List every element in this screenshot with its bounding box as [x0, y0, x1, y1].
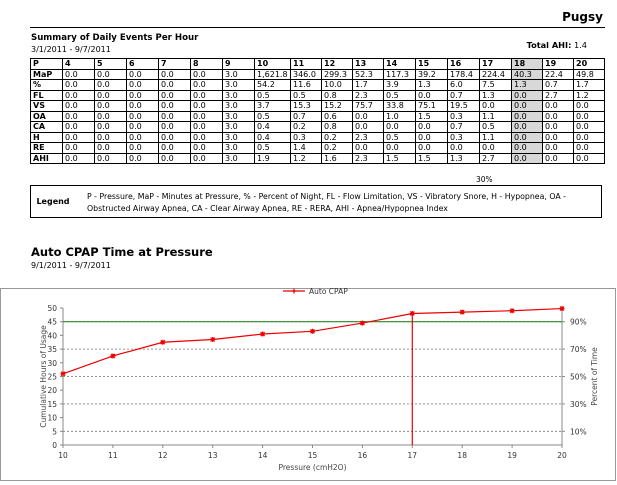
table-cell: 0.0: [573, 131, 605, 143]
x-tick-label: 13: [208, 451, 218, 460]
chart-dates: 9/1/2011 - 9/7/2011: [31, 261, 111, 270]
legend-text: P - Pressure, MaP - Minutes at Pressure,…: [87, 192, 566, 213]
y-tick-label: 35: [47, 345, 57, 354]
table-row: H 0.0 0.0 0.0 0.0 0.0 3.0 0.4 0.3 0.2 2.3 0.5 0.0 0.3…: [30, 131, 605, 143]
y-tick-label: 0: [52, 441, 57, 450]
x-tick-label: 15: [308, 451, 318, 460]
table-cell: 0.0: [573, 152, 605, 164]
y-tick-label: 20: [47, 386, 57, 395]
total-ahi-value: 1.4: [573, 40, 587, 50]
y-axis-label: Cumulative Hours of Usage: [39, 325, 48, 428]
y-tick-label: 30: [47, 359, 57, 368]
x-tick-label: 19: [507, 451, 517, 460]
y-tick-label: 15: [47, 400, 57, 409]
y-tick-label: 50: [47, 304, 57, 313]
series-line: [62, 307, 563, 375]
x-tick-label: 10: [58, 451, 68, 460]
chart-title: Auto CPAP Time at Pressure: [31, 245, 213, 259]
chart-frame: [0, 288, 616, 481]
table-row: AHI 0.0 0.0 0.0 0.0 0.0 3.0 1.9 1.2 1.6 2.3 1.5 1.5 1…: [30, 152, 605, 164]
legend-box: Legend P - Pressure, MaP - Minutes at Pr…: [30, 185, 602, 218]
data-point: [559, 306, 565, 312]
y2-tick-label: 50%: [570, 373, 587, 382]
data-point: [459, 309, 465, 315]
x-tick-label: 12: [158, 451, 168, 460]
data-point: [509, 308, 515, 314]
data-point: [310, 328, 315, 334]
x-tick-label: 18: [457, 451, 467, 460]
data-point: [110, 353, 116, 359]
y-tick-label: 40: [47, 331, 57, 340]
table-row: CA 0.0 0.0 0.0 0.0 0.0 3.0 0.4 0.2 0.8 0.0 0.0 0.0 0.…: [30, 121, 605, 133]
data-point: [359, 320, 365, 326]
y-tick-label: 10: [47, 414, 57, 423]
x-axis-label: Pressure (cmH2O): [278, 463, 346, 472]
legend-marker: [291, 288, 297, 294]
data-point: [160, 339, 166, 345]
y2-tick-label: 30%: [570, 400, 587, 409]
data-point: [260, 331, 266, 337]
patient-name: Pugsy: [562, 10, 603, 24]
y2-tick-label: 90%: [570, 318, 587, 327]
header-rule: [30, 27, 605, 28]
x-tick-label: 16: [358, 451, 368, 460]
summary-title: Summary of Daily Events Per Hour: [31, 33, 199, 43]
table-row: OA 0.0 0.0 0.0 0.0 0.0 3.0 0.5 0.7 0.6 0.0 1.0 1.5 0.…: [30, 110, 605, 122]
y2-axis-label: Percent of Time: [590, 347, 599, 406]
percent-note: 30%: [476, 175, 493, 184]
table-row: RE 0.0 0.0 0.0 0.0 0.0 3.0 0.5 1.4 0.2 0.0 0.0 0.0 0.…: [30, 142, 605, 154]
data-point: [60, 371, 66, 377]
total-ahi: Total AHI: 1.4: [527, 40, 587, 50]
y2-tick-label: 10%: [570, 427, 587, 436]
x-tick-label: 14: [258, 451, 268, 460]
y2-tick-label: 70%: [570, 345, 587, 354]
data-point: [210, 337, 216, 343]
summary-dates: 3/1/2011 - 9/7/2011: [31, 45, 111, 54]
table-cell: 0.0: [573, 142, 605, 154]
events-table: P 4 5 6 7 8 9 10 11 12 13 14 15 16 17 18 19 20 MaP 0.0 0.0 0.…: [30, 58, 605, 164]
total-ahi-label: Total AHI:: [526, 40, 572, 50]
x-tick-label: 11: [108, 451, 118, 460]
x-tick-label: 20: [557, 451, 567, 460]
y-tick-label: 45: [47, 318, 57, 327]
x-tick-label: 17: [408, 451, 418, 460]
table-row: P 4 5 6 7 8 9 10 11 12 13 14 15 16 17 18 19 20: [30, 58, 605, 70]
y-tick-label: 5: [52, 427, 57, 436]
legend-series-label: Auto CPAP: [309, 287, 348, 296]
table-cell: 0.0: [573, 121, 605, 133]
data-point: [409, 310, 415, 316]
legend-label: Legend: [36, 197, 70, 206]
y-tick-label: 25: [47, 373, 57, 382]
